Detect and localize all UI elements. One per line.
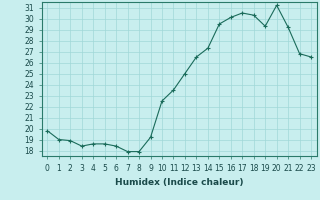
X-axis label: Humidex (Indice chaleur): Humidex (Indice chaleur) bbox=[115, 178, 244, 187]
